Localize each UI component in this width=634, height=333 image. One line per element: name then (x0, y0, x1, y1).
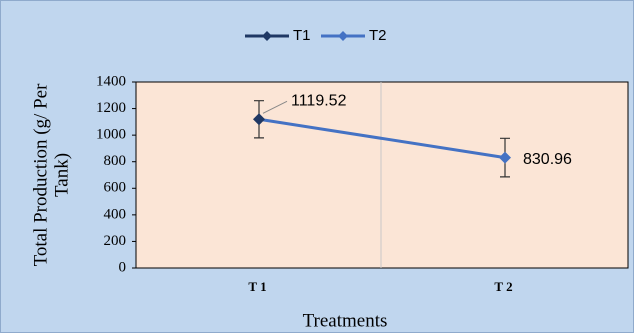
legend-marker (338, 31, 348, 41)
leader-line (262, 100, 288, 114)
x-tick-label: T2 (494, 279, 515, 294)
y-tick-label: 1200 (96, 100, 126, 116)
plot-area (135, 81, 629, 269)
y-tick-label: 400 (104, 206, 127, 222)
y-tick-label: 0 (119, 259, 127, 275)
y-tick-label: 1000 (96, 127, 126, 143)
legend-label: T1 (293, 27, 311, 44)
legend-marker (262, 31, 272, 41)
x-axis-title: Treatments (303, 310, 388, 331)
y-tick-label: 600 (104, 180, 127, 196)
data-point (253, 113, 265, 126)
y-tick-label: 200 (104, 233, 127, 249)
y-tick-label: 800 (104, 153, 127, 169)
y-axis-title: Tank) (51, 153, 72, 197)
data-point (499, 151, 511, 164)
y-tick-label: 1400 (96, 73, 126, 89)
legend-label: T2 (369, 27, 387, 44)
x-tick-label: T1 (248, 279, 269, 294)
data-label: 830.96 (523, 151, 572, 168)
y-axis-title: Total Production (g/ Per (30, 83, 51, 267)
data-line (258, 117, 506, 160)
data-label: 1119.52 (291, 92, 347, 109)
